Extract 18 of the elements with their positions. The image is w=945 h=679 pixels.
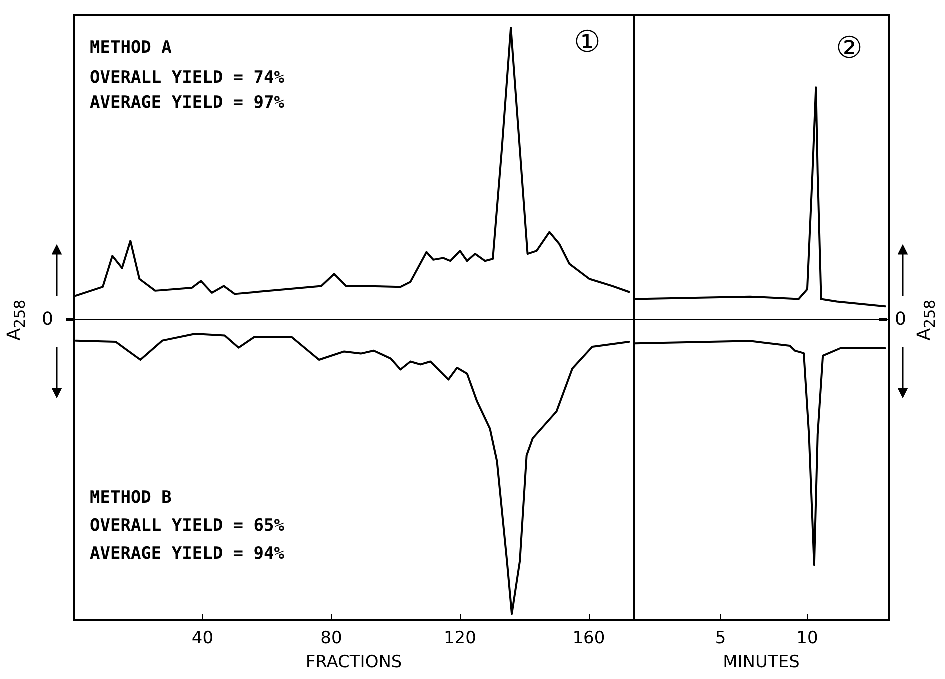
x-tick-label: 120	[444, 628, 476, 648]
x-tick-label: 10	[796, 628, 818, 648]
x-tick-label: 160	[572, 628, 606, 648]
annotation: METHOD A	[90, 38, 172, 58]
annotation: OVERALL YIELD = 74%	[90, 68, 284, 88]
text: 0	[895, 309, 906, 330]
annotation: METHOD B	[90, 488, 172, 508]
annotation: AVERAGE YIELD = 97%	[90, 93, 284, 113]
x-tick-label: 80	[320, 628, 342, 648]
text: ②	[836, 31, 863, 66]
x-tick-label: 40	[192, 628, 214, 648]
annotation: ①	[574, 25, 601, 60]
text: 0	[42, 309, 54, 330]
x-tick-label: 5	[715, 628, 726, 648]
x-axis-title: MINUTES	[723, 652, 800, 672]
x-axis-title: FRACTIONS	[306, 652, 402, 672]
annotation: AVERAGE YIELD = 94%	[90, 544, 284, 564]
annotation: OVERALL YIELD = 65%	[90, 516, 284, 536]
